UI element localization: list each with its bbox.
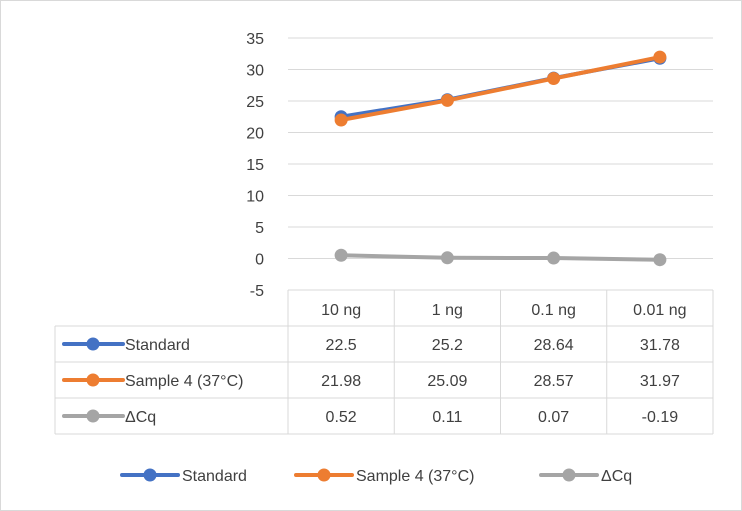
table-value: 31.78 <box>640 337 680 354</box>
category-label: 0.1 ng <box>531 302 575 319</box>
series-lines <box>334 50 667 267</box>
series-line <box>339 55 662 123</box>
table-value: 0.52 <box>326 409 357 426</box>
table-value: 31.97 <box>640 373 680 390</box>
table-value: 25.2 <box>432 337 463 354</box>
y-tick-label: 30 <box>246 63 264 80</box>
y-tick-label: 5 <box>255 220 264 237</box>
data-table: 10 ng 1 ng 0.1 ng 0.01 ng Standard 22.5 25.2 28… <box>54 289 714 435</box>
y-axis-tick-labels: 35 30 25 20 15 10 5 0 -5 <box>246 31 264 300</box>
table-value: 0.11 <box>432 409 462 426</box>
table-value: 28.64 <box>534 337 574 354</box>
y-tick-label: -5 <box>250 283 264 300</box>
gridlines <box>288 37 713 259</box>
legend-label: ΔCq <box>601 468 632 485</box>
data-point <box>653 253 667 267</box>
legend-marker <box>143 468 157 482</box>
data-point <box>440 93 454 107</box>
y-tick-label: 25 <box>246 94 264 111</box>
table-value: 22.5 <box>326 337 357 354</box>
data-point <box>653 50 667 64</box>
y-tick-label: 20 <box>246 126 264 143</box>
table-row-series-name: Standard <box>125 337 190 354</box>
table-value: 28.57 <box>534 373 574 390</box>
y-tick-label: 0 <box>255 252 264 269</box>
data-point <box>334 248 348 262</box>
data-point <box>440 251 454 265</box>
table-row-series-name: Sample 4 (37°C) <box>125 373 243 390</box>
table-row-series-name: ΔCq <box>125 409 156 426</box>
category-label: 10 ng <box>321 302 361 319</box>
legend-label: Sample 4 (37°C) <box>356 468 474 485</box>
table-row-legend-marker <box>86 373 100 387</box>
series-line <box>339 253 662 262</box>
y-tick-label: 35 <box>246 31 264 48</box>
category-label: 1 ng <box>432 302 463 319</box>
data-point <box>547 72 561 86</box>
data-point <box>334 113 348 127</box>
table-value: -0.19 <box>642 409 679 426</box>
legend-marker <box>562 468 576 482</box>
y-tick-label: 10 <box>246 189 264 206</box>
table-value: 21.98 <box>321 373 361 390</box>
legend-label: Standard <box>182 468 247 485</box>
category-label: 0.01 ng <box>633 302 686 319</box>
y-tick-label: 15 <box>246 157 264 174</box>
legend: Standard Sample 4 (37°C) ΔCq <box>120 468 632 485</box>
table-value: 0.07 <box>538 409 569 426</box>
table-value: 25.09 <box>427 373 467 390</box>
table-row-legend-marker <box>86 409 100 423</box>
legend-marker <box>317 468 331 482</box>
data-point <box>547 251 561 265</box>
table-row-legend-marker <box>86 337 100 351</box>
